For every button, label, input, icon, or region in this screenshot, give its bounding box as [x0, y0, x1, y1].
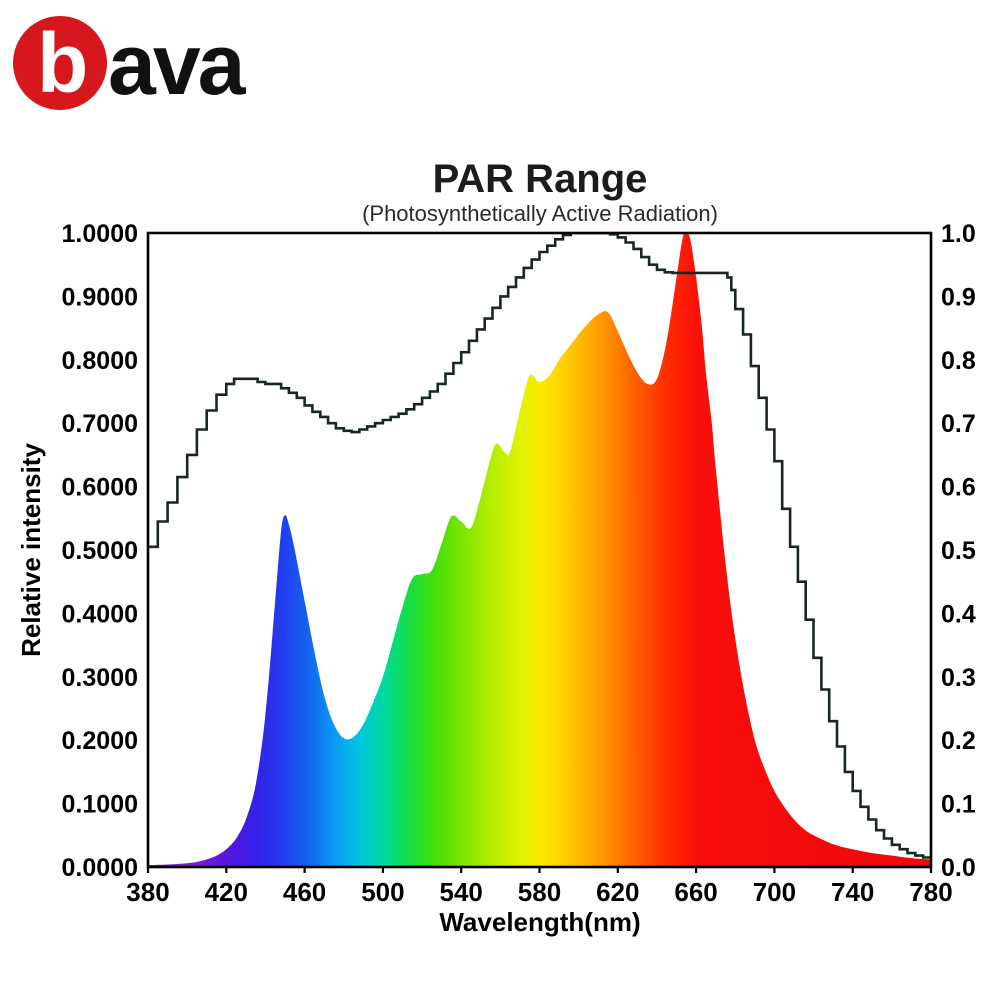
spectrum-area [148, 233, 931, 867]
y-tick-label-left: 0.3000 [62, 664, 138, 692]
y-tick-label-left: 0.5000 [62, 537, 138, 565]
y-tick-label-right: 0.0 [941, 854, 976, 882]
x-tick-label: 420 [205, 877, 248, 907]
x-tick-label: 540 [440, 877, 483, 907]
plot-area: 380 420 460 500 540 580 620 660 700 740 780 0.0000 0… [62, 220, 976, 907]
y-tick-label-left: 0.7000 [62, 410, 138, 438]
x-tick-label: 700 [753, 877, 796, 907]
y-tick-label-right: 0.6 [941, 474, 976, 502]
action-spectrum-line [148, 233, 931, 859]
chart-subtitle: (Photosynthetically Active Radiation) [362, 201, 718, 226]
chart-title: PAR Range [433, 157, 648, 201]
x-tick-label: 660 [674, 877, 717, 907]
y-tick-label-right: 0.7 [941, 410, 976, 438]
x-axis-title: Wavelength(nm) [439, 907, 640, 937]
logo-text-ava: ava [108, 17, 247, 113]
y-tick-label-right: 0.3 [941, 664, 976, 692]
x-tick-label: 780 [909, 877, 952, 907]
y-tick-label-left: 0.2000 [62, 727, 138, 755]
y-tick-label-left: 0.0000 [62, 854, 138, 882]
y-tick-label-right: 0.5 [941, 537, 976, 565]
y-tick-label-left: 0.4000 [62, 600, 138, 628]
x-tick-label: 740 [831, 877, 874, 907]
x-tick-label: 580 [518, 877, 561, 907]
x-tick-label: 380 [126, 877, 169, 907]
y-tick-label-left: 1.0000 [62, 220, 138, 248]
y-tick-label-right: 0.4 [941, 600, 976, 628]
brand-logo: b ava [13, 16, 250, 113]
y-tick-label-left: 0.1000 [62, 791, 138, 819]
y-tick-label-right: 0.9 [941, 283, 976, 311]
x-tick-label: 620 [596, 877, 639, 907]
y-axis-title: Relative intensity [16, 443, 46, 657]
logo-letter-b: b [37, 16, 88, 110]
y-tick-label-right: 0.2 [941, 727, 976, 755]
y-tick-label-right: 0.1 [941, 791, 976, 819]
y-tick-label-left: 0.8000 [62, 347, 138, 375]
y-tick-label-right: 0.8 [941, 347, 976, 375]
y-tick-label-right: 1.0 [941, 220, 976, 248]
y-tick-label-left: 0.9000 [62, 283, 138, 311]
logo-circle [13, 16, 107, 110]
x-tick-label: 500 [361, 877, 404, 907]
y-tick-label-left: 0.6000 [62, 474, 138, 502]
x-tick-label: 460 [283, 877, 326, 907]
